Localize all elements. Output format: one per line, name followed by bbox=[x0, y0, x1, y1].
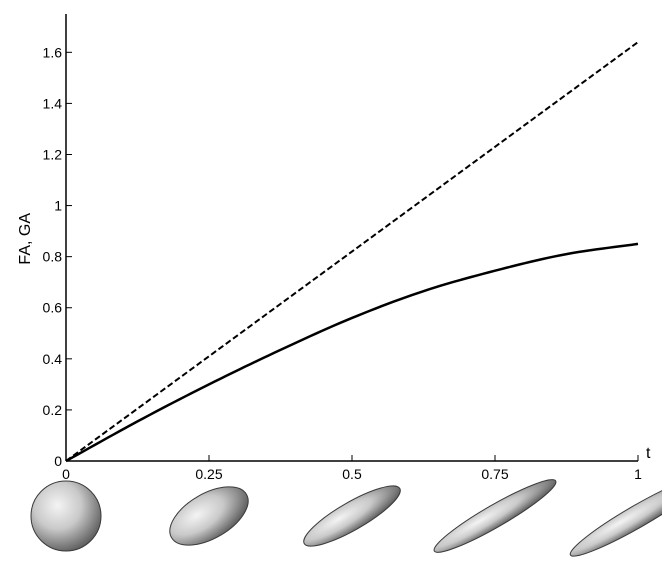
y-axis-ticks: 0 0.2 0.4 0.6 0.8 1 1.2 1.4 1.6 bbox=[43, 44, 72, 469]
ellipsoid-glyph-2 bbox=[303, 485, 401, 547]
x-tick-label: 1 bbox=[634, 466, 642, 482]
x-axis-label: t bbox=[646, 445, 651, 462]
x-tick-label: 0.5 bbox=[342, 466, 362, 482]
y-tick-label: 1.4 bbox=[43, 95, 63, 111]
ellipsoid-glyph-3 bbox=[433, 479, 557, 553]
series-line-solid bbox=[65, 242, 639, 463]
y-tick-label: 0.4 bbox=[43, 351, 63, 367]
ellipsoid-glyph-4 bbox=[569, 475, 662, 557]
series-layer bbox=[65, 41, 639, 463]
x-tick-label: 0.25 bbox=[195, 466, 222, 482]
y-tick-label: 1.2 bbox=[43, 146, 63, 162]
series-line-dashed bbox=[65, 41, 639, 462]
x-tick-label: 0 bbox=[62, 466, 70, 482]
y-axis-label: FA, GA bbox=[17, 213, 34, 265]
ellipsoid-glyph-1 bbox=[169, 486, 249, 546]
y-tick-label: 0.8 bbox=[43, 249, 63, 265]
x-axis-ticks: 0 0.25 0.5 0.75 1 bbox=[62, 455, 642, 482]
ellipsoid-glyph-0 bbox=[30, 480, 102, 552]
y-tick-label: 0 bbox=[54, 453, 62, 469]
y-tick-label: 1.6 bbox=[43, 44, 63, 60]
y-tick-label: 1 bbox=[54, 198, 62, 214]
ellipsoid-glyphs bbox=[30, 475, 662, 557]
y-tick-label: 0.6 bbox=[43, 300, 63, 316]
x-tick-label: 0.75 bbox=[481, 466, 508, 482]
y-tick-label: 0.2 bbox=[43, 402, 63, 418]
